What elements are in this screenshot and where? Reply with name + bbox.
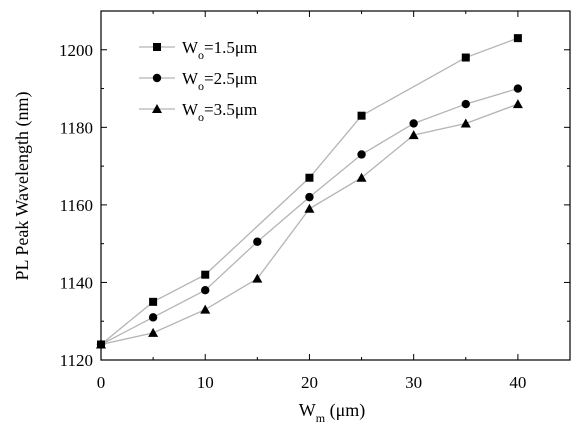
legend-label-main: W [182, 100, 199, 119]
y-tick-label: 1180 [60, 118, 93, 137]
axis-ticks: 0 10 20 30 40 1120 1140 1160 1180 1200 [59, 11, 570, 392]
x-tick-label: 30 [405, 373, 422, 392]
legend-label-subscript: o [198, 110, 204, 124]
x-tick-label: 40 [509, 373, 526, 392]
data-point-circle [461, 99, 470, 109]
data-point-triangle [512, 99, 523, 109]
data-point-circle [513, 84, 523, 93]
y-tick-label: 1140 [60, 273, 93, 292]
data-point-circle [201, 286, 210, 295]
data-point-square [305, 173, 314, 182]
x-axis-title: Wm (μm) [299, 400, 365, 425]
data-point-square [149, 297, 158, 306]
series-line-2 [100, 87, 519, 346]
data-point-triangle [460, 118, 471, 128]
series-markers [96, 34, 523, 349]
data-point-circle [253, 237, 262, 246]
y-tick-label: 1120 [60, 351, 93, 370]
x-axis-title-subscript: m [316, 411, 326, 425]
legend-label-main: W [182, 69, 199, 88]
x-tick-label: 10 [197, 373, 214, 392]
legend-label-rest: =2.5μm [204, 69, 257, 88]
data-point-triangle [96, 339, 106, 349]
y-tick-label: 1160 [60, 196, 93, 215]
y-tick-label: 1200 [59, 41, 93, 60]
x-tick-label: 20 [301, 373, 318, 392]
legend-label-rest: =3.5μm [204, 100, 257, 119]
data-point-circle [409, 119, 418, 128]
legend-label-subscript: o [198, 79, 204, 93]
data-point-circle [305, 192, 314, 202]
data-point-square [201, 270, 210, 279]
data-point-circle [148, 313, 158, 322]
legend-label-main: W [182, 38, 199, 57]
series-line-3 [100, 103, 519, 346]
series-line-1 [100, 37, 519, 345]
data-point-triangle [356, 172, 367, 182]
x-axis-title-main: W [299, 400, 316, 420]
legend-marker-square [153, 43, 161, 51]
series-lines [100, 37, 519, 346]
x-tick-label: 0 [97, 373, 106, 392]
data-point-square [461, 53, 470, 62]
legend-label: Wo=3.5μm [182, 100, 257, 124]
data-point-triangle [408, 130, 419, 140]
legend-label-rest: =1.5μm [204, 38, 257, 57]
x-axis-title-rest: (μm) [325, 400, 365, 421]
data-point-circle [357, 150, 366, 159]
legend-marker-triangle [152, 104, 162, 113]
legend-marker-circle [152, 73, 162, 83]
data-point-triangle [304, 203, 315, 213]
y-axis-title: PL Peak Wavelength (nm) [12, 91, 33, 280]
data-point-triangle [252, 273, 263, 283]
data-point-triangle [148, 327, 159, 337]
data-point-square [513, 34, 522, 43]
legend-label: Wo=1.5μm [182, 38, 257, 62]
plot-frame [100, 10, 571, 361]
legend-label-subscript: o [198, 48, 204, 62]
legend-label: Wo=2.5μm [182, 69, 257, 93]
data-point-square [357, 111, 366, 120]
data-point-triangle [200, 304, 211, 314]
